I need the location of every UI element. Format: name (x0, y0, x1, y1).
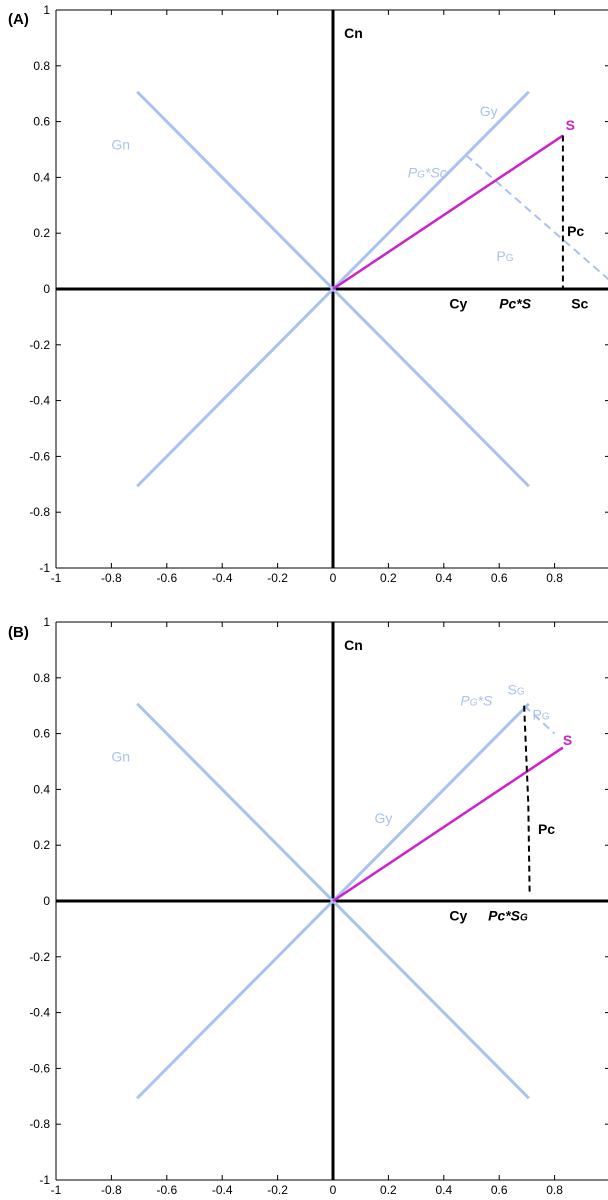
y-tick-label: 0.2 (33, 838, 50, 852)
y-tick-label: -0.4 (29, 1006, 50, 1020)
label-gn: Gn (111, 137, 130, 153)
pc-dashed-line (524, 706, 530, 896)
y-tick-label: 0 (43, 282, 50, 296)
pg-dashed-line (466, 155, 608, 281)
label-pg-s: PG*S (460, 693, 493, 709)
y-tick-label: -0.2 (29, 338, 50, 352)
x-tick-label: -1 (51, 1183, 62, 1197)
y-tick-label: -1 (39, 561, 50, 575)
label-pc: Pc (567, 223, 584, 239)
x-tick-label: -1 (51, 571, 62, 585)
label-gn: Gn (111, 749, 130, 765)
x-tick-label: -0.2 (267, 571, 288, 585)
y-tick-label: -1 (39, 1173, 50, 1187)
label-cn: Cn (344, 637, 363, 653)
y-tick-label: 0.6 (33, 115, 50, 129)
label-pc-s: Pc*S (499, 296, 532, 312)
panel-label: (A) (8, 11, 29, 28)
x-tick-label: 0.8 (546, 571, 563, 585)
label-cy: Cy (449, 908, 467, 924)
y-tick-label: -0.2 (29, 950, 50, 964)
y-tick-label: 1 (43, 3, 50, 17)
x-tick-label: -0.8 (101, 1183, 122, 1197)
y-tick-label: 0.8 (33, 59, 50, 73)
label-s: S (563, 732, 572, 748)
label-pg: PG (532, 707, 549, 723)
x-tick-label: 0.8 (546, 1183, 563, 1197)
y-tick-label: 0.2 (33, 226, 50, 240)
x-tick-label: 0.6 (491, 571, 508, 585)
label-sg: SG (508, 682, 525, 698)
x-tick-label: -0.8 (101, 571, 122, 585)
panel-a: (A) -1 -0.8 -0.6 -0.4 -0.2 0 0.2 0.4 0.6 0.8 1 0.8 0.… (8, 3, 608, 585)
x-tick-label: 0 (330, 571, 337, 585)
y-tick-label: 0 (43, 894, 50, 908)
y-tick-label: -0.4 (29, 394, 50, 408)
y-tick-label: -0.8 (29, 505, 50, 519)
s-vector-line (333, 136, 563, 289)
label-pc-sg: Pc*SG (488, 908, 528, 924)
x-tick-label: 0 (330, 1183, 337, 1197)
y-tick-label: 0.4 (33, 170, 50, 184)
x-tick-label: 0.4 (435, 1183, 452, 1197)
label-pc: Pc (538, 821, 555, 837)
x-tick-label: 0.6 (491, 1183, 508, 1197)
y-tick-label: -0.8 (29, 1117, 50, 1131)
x-tick-label: 0.2 (380, 1183, 397, 1197)
y-tick-label: 0.8 (33, 671, 50, 685)
y-tick-label: -0.6 (29, 1061, 50, 1075)
y-tick-label: 1 (43, 615, 50, 629)
label-gy: Gy (375, 810, 393, 826)
panel-b: (B) -1 -0.8 -0.6 -0.4 -0.2 0 0.2 0.4 0.6 0.8 1 0.8 0.… (8, 615, 608, 1197)
label-gy: Gy (480, 103, 498, 119)
y-tick-label: 0.6 (33, 727, 50, 741)
x-tick-label: -0.4 (212, 1183, 233, 1197)
label-sc: Sc (571, 296, 588, 312)
label-s: S (566, 117, 575, 133)
label-pg: PG (496, 248, 513, 264)
x-tick-label: -0.6 (156, 1183, 177, 1197)
y-tick-label: 0.4 (33, 782, 50, 796)
label-cy: Cy (449, 296, 467, 312)
panel-label: (B) (8, 624, 29, 641)
x-tick-label: -0.4 (212, 571, 233, 585)
x-tick-label: 0.2 (380, 571, 397, 585)
x-tick-label: -0.6 (156, 571, 177, 585)
x-tick-label: -0.2 (267, 1183, 288, 1197)
label-pg-sc: PG*Sc (408, 164, 447, 180)
y-tick-label: -0.6 (29, 449, 50, 463)
label-cn: Cn (344, 25, 363, 41)
x-tick-label: 0.4 (435, 571, 452, 585)
